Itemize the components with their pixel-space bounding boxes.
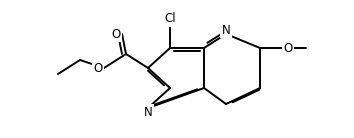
Text: O: O <box>112 27 121 40</box>
Text: N: N <box>222 23 230 36</box>
Text: O: O <box>283 42 293 55</box>
Text: Cl: Cl <box>164 13 176 26</box>
Text: O: O <box>93 62 103 75</box>
Text: N: N <box>144 105 152 119</box>
